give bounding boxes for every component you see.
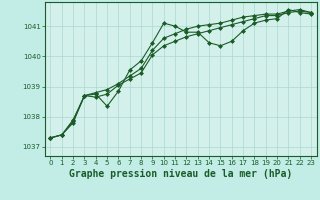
X-axis label: Graphe pression niveau de la mer (hPa): Graphe pression niveau de la mer (hPa) bbox=[69, 169, 292, 179]
